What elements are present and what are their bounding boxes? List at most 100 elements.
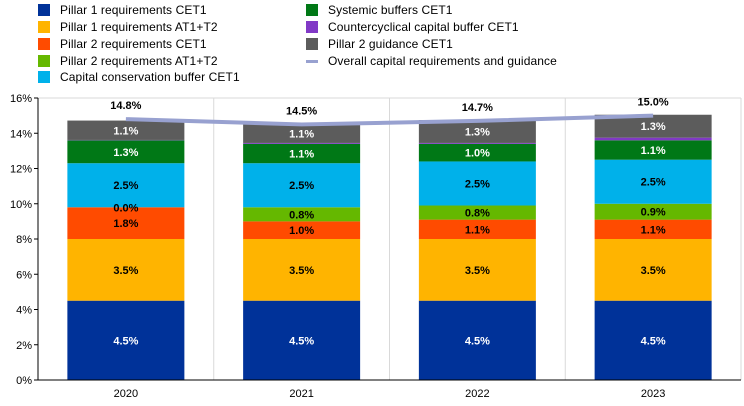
chart-axes: 0% 2% 4% 6% 8% 10% 12% 14% 16% 2020 2021 2022 2023 [10, 93, 741, 400]
bar-data-label: 4.5% [289, 335, 314, 347]
bar-data-label: 1.3% [113, 147, 138, 159]
legend-label: Pillar 2 requirements AT1+T2 [60, 54, 218, 68]
overall-line-series [125, 113, 654, 127]
line-data-label: 15.0% [638, 97, 669, 109]
y-tick-label: 10% [10, 199, 32, 211]
bar-segment [594, 114, 712, 138]
y-tick-label: 2% [16, 340, 32, 352]
y-tick-label: 0% [16, 375, 32, 387]
bar-data-label: 1.1% [641, 224, 666, 236]
bar-segment [418, 239, 536, 301]
legend-item-overall-line: Overall capital requirements and guidanc… [306, 54, 557, 68]
bar-segment [243, 207, 361, 222]
bar-data-label: 1.3% [465, 126, 490, 138]
bar-segment [67, 163, 185, 208]
x-tick-label: 2022 [465, 388, 489, 400]
legend-item-pillar2-guidance: Pillar 2 guidance CET1 [306, 37, 453, 51]
bar-segment [594, 137, 712, 141]
y-tick-label: 6% [16, 269, 32, 281]
bar-data-label: 1.1% [641, 145, 666, 157]
bar-segment [418, 300, 536, 380]
bar-segment [243, 123, 361, 143]
bar-segment [418, 142, 536, 144]
legend-swatch [306, 4, 318, 16]
legend-item-pillar2-cet1: Pillar 2 requirements CET1 [38, 37, 207, 51]
bar-segment [243, 163, 361, 208]
legend-item-pillar1-at1t2: Pillar 1 requirements AT1+T2 [38, 20, 218, 34]
x-tick-label: 2021 [289, 388, 313, 400]
bar-data-label: 0.8% [289, 209, 314, 221]
bar-data-label: 1.1% [465, 224, 490, 236]
legend-swatch [38, 38, 50, 50]
bar-data-label: 2.5% [641, 177, 666, 189]
bar-segment [418, 120, 536, 143]
bar-segment [418, 143, 536, 162]
bar-data-label: 0.0% [113, 202, 138, 214]
legend-swatch [38, 71, 50, 83]
y-tick-label: 14% [10, 128, 32, 140]
bar-data-label: 1.8% [113, 218, 138, 230]
legend-label: Pillar 2 requirements CET1 [60, 37, 207, 51]
bar-data-label: 4.5% [465, 335, 490, 347]
bar-data-label: 0.9% [641, 207, 666, 219]
legend-label: Capital conservation buffer CET1 [60, 70, 240, 84]
bar-segment [594, 300, 712, 380]
bar-data-label: 3.5% [113, 265, 138, 277]
chart-data-labels: 4.5% 3.5% 1.8% 0.0% 2.5% 1.3% 1.1% 4.5% 3.5% 1.0%… [110, 97, 669, 348]
y-tick-label: 8% [16, 234, 32, 246]
legend-swatch [306, 38, 318, 50]
bar-segment [594, 159, 712, 204]
legend-item-pillar2-at1t2: Pillar 2 requirements AT1+T2 [38, 54, 218, 68]
bar-segment [67, 239, 185, 301]
bar-data-label: 1.1% [289, 149, 314, 161]
bar-segment [243, 239, 361, 301]
bar-segment [243, 221, 361, 239]
legend-label: Pillar 1 requirements AT1+T2 [60, 20, 218, 34]
x-tick-label: 2020 [114, 388, 138, 400]
bar-data-label: 1.0% [289, 225, 314, 237]
bar-segment [243, 300, 361, 380]
legend-label: Systemic buffers CET1 [328, 3, 453, 17]
x-tick-label: 2023 [641, 388, 665, 400]
bar-data-label: 2.5% [113, 180, 138, 192]
legend-label: Countercyclical capital buffer CET1 [328, 20, 519, 34]
bar-data-label: 1.1% [289, 128, 314, 140]
bar-data-label: 4.5% [641, 335, 666, 347]
bar-segment [67, 300, 185, 380]
legend-item-systemic-buffers: Systemic buffers CET1 [306, 3, 453, 17]
bar-segment [243, 142, 361, 144]
legend-item-pillar1-cet1: Pillar 1 requirements CET1 [38, 3, 207, 17]
bar-segment [67, 207, 185, 239]
y-tick-label: 16% [10, 93, 32, 105]
bar-segment [67, 140, 185, 164]
bar-data-label: 3.5% [289, 265, 314, 277]
line-data-label: 14.5% [286, 105, 317, 117]
bar-segment [67, 120, 185, 140]
legend-label: Overall capital requirements and guidanc… [328, 54, 557, 68]
legend-swatch [38, 4, 50, 16]
y-tick-label: 12% [10, 164, 32, 176]
bar-data-label: 0.8% [465, 208, 490, 220]
bar-data-label: 3.5% [641, 265, 666, 277]
bar-data-label: 1.1% [113, 125, 138, 137]
legend-item-countercyclical-buffer: Countercyclical capital buffer CET1 [306, 20, 519, 34]
bar-segment [594, 219, 712, 239]
legend-label: Pillar 1 requirements CET1 [60, 3, 207, 17]
y-tick-label: 4% [16, 305, 32, 317]
bar-data-label: 1.0% [465, 148, 490, 160]
legend-swatch [38, 21, 50, 33]
chart-bars [67, 114, 712, 380]
bar-data-label: 2.5% [465, 178, 490, 190]
legend-swatch [306, 21, 318, 33]
bar-data-label: 1.3% [641, 121, 666, 133]
line-data-label: 14.7% [462, 102, 493, 114]
bar-segment [594, 140, 712, 160]
bar-segment [418, 205, 536, 220]
line-data-label: 14.8% [110, 100, 141, 112]
bar-segment [418, 161, 536, 206]
bar-data-label: 2.5% [289, 180, 314, 192]
bar-data-label: 3.5% [465, 265, 490, 277]
legend-line-swatch [306, 59, 318, 63]
legend-item-conservation-buffer: Capital conservation buffer CET1 [38, 70, 240, 84]
